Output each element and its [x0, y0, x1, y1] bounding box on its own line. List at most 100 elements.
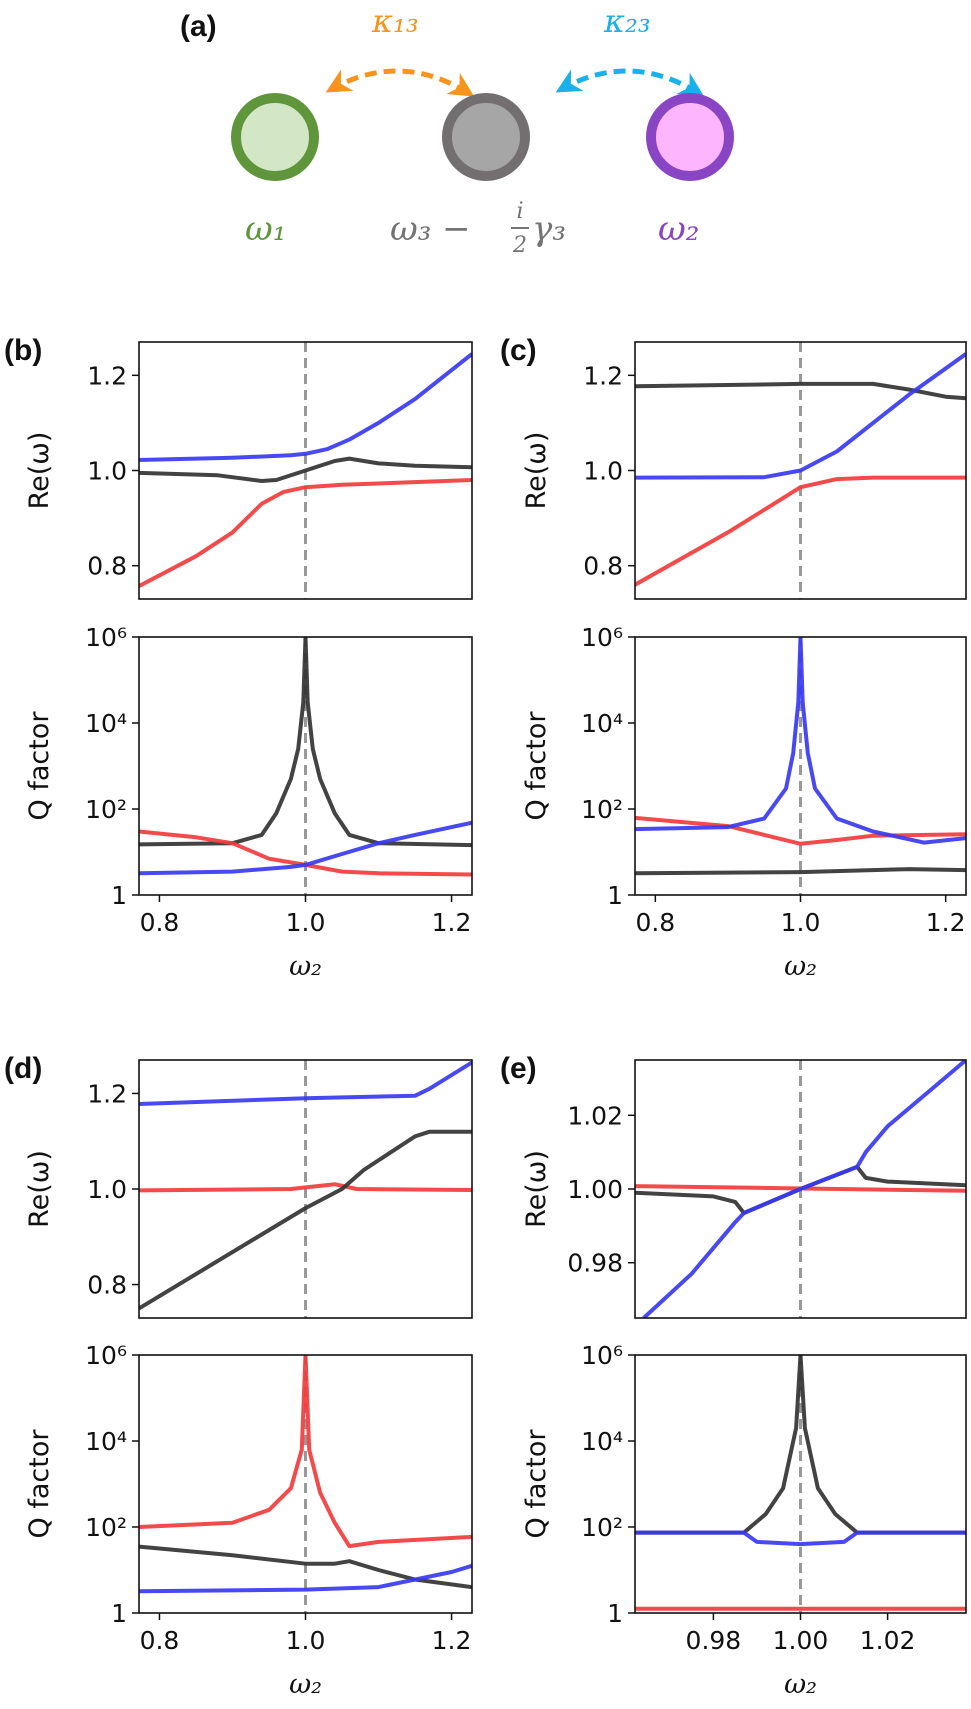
resonator-3-label-main: ω₃ − — [390, 209, 471, 249]
y-axis-label: Q factor — [521, 1429, 552, 1539]
y-tick-label: 1.00 — [567, 1175, 623, 1204]
resonator-3-circle — [442, 93, 530, 181]
panel-label: (e) — [500, 1052, 537, 1085]
x-tick-label: 1.2 — [926, 908, 966, 937]
y-tick-label: 10² — [85, 1513, 127, 1542]
y-tick-label: 1.2 — [87, 361, 127, 390]
series-blue-line — [139, 352, 472, 462]
series-blue-line — [635, 637, 966, 845]
panel-label: (d) — [4, 1052, 42, 1085]
x-tick-label: 0.8 — [140, 908, 180, 937]
x-tick-label: 1.2 — [432, 1626, 472, 1655]
charts: 0.8 1.0 1.2 Re(ω) (b) 1 10² 10⁴ 10⁶ 0.8 1.0 1.2 Q fa… — [4, 334, 967, 1700]
series-blue-line — [635, 352, 966, 480]
y-tick-label: 1 — [607, 1599, 623, 1628]
y-axis-label: Re(ω) — [24, 1150, 55, 1228]
y-axis-label: Re(ω) — [521, 1150, 552, 1228]
x-tick-label: 1.02 — [860, 1626, 916, 1655]
series-black-line — [635, 1355, 966, 1535]
y-tick-label: 10⁶ — [85, 1341, 127, 1370]
x-axis-label: ω₂ — [289, 1669, 322, 1700]
y-tick-label: 1.0 — [87, 457, 127, 486]
series-red-line — [635, 475, 966, 587]
y-axis-label: Q factor — [24, 711, 55, 821]
y-axis-label: Re(ω) — [24, 432, 55, 510]
y-tick-label: 0.8 — [87, 552, 127, 581]
series-blue-line — [139, 1563, 472, 1594]
series-red-line — [139, 478, 472, 588]
resonator-2-circle — [646, 93, 734, 181]
y-tick-label: 10² — [581, 1513, 623, 1542]
series-blue-line — [139, 820, 472, 876]
y-tick-label: 0.98 — [567, 1249, 623, 1278]
y-tick-label: 10² — [85, 795, 127, 824]
series-blue-line — [642, 1060, 966, 1318]
series-blue-line — [139, 1060, 472, 1106]
y-tick-label: 1.0 — [583, 457, 623, 486]
chart-3: 1 10² 10⁴ 10⁶ 0.8 1.0 1.2 Q factor ω₂ — [521, 623, 967, 982]
coupling-13-label: κ₁₃ — [371, 2, 419, 40]
series-red-line — [139, 829, 472, 877]
chart-4: 0.8 1.0 1.2 Re(ω) (d) — [4, 1052, 473, 1319]
resonator-3-label-tail: γ₃ — [532, 209, 566, 249]
y-tick-label: 1.0 — [87, 1175, 127, 1204]
resonator-3-frac-num: i — [516, 199, 523, 224]
resonator-3-label: ω₃ − i 2 γ₃ — [390, 199, 566, 258]
y-tick-label: 10² — [581, 795, 623, 824]
y-tick-label: 10⁴ — [85, 709, 127, 738]
y-tick-label: 1.2 — [87, 1079, 127, 1108]
series-red-line — [139, 1355, 472, 1549]
chart-6: 0.98 1.00 1.02 Re(ω) (e) — [500, 1052, 967, 1319]
series-black-line — [635, 381, 966, 401]
y-tick-label: 0.8 — [87, 1271, 127, 1300]
y-tick-label: 10⁴ — [581, 1427, 623, 1456]
resonator-1-label: ω₁ — [245, 209, 286, 249]
chart-0: 0.8 1.0 1.2 Re(ω) (b) — [4, 334, 473, 600]
chart-7: 1 10² 10⁴ 10⁶ 0.98 1.00 1.02 Q factor ω₂ — [521, 1341, 967, 1700]
series-blue-line — [635, 1530, 966, 1547]
resonator-3-frac-den: 2 — [512, 233, 527, 258]
panel-label-a: (a) — [180, 10, 217, 43]
y-axis-label: Q factor — [521, 711, 552, 821]
y-tick-label: 10⁶ — [85, 623, 127, 652]
y-tick-label: 10⁶ — [581, 1341, 623, 1370]
coupling-13-arrow — [325, 68, 475, 97]
coupling-23-arrow — [555, 68, 705, 97]
chart-1: 1 10² 10⁴ 10⁶ 0.8 1.0 1.2 Q factor ω₂ — [24, 623, 473, 982]
y-tick-label: 0.8 — [583, 552, 623, 581]
coupling-diagram: (a) κ₁₃ κ₂₃ ω₁ ω₂ ω₃ − i 2 γ₃ — [180, 2, 734, 258]
x-axis-label: ω₂ — [289, 951, 322, 982]
x-tick-label: 1.0 — [781, 908, 821, 937]
series-black-line — [139, 456, 472, 483]
x-tick-label: 1.0 — [286, 908, 326, 937]
x-tick-label: 1.2 — [432, 908, 472, 937]
series-black-line — [139, 1129, 472, 1311]
x-tick-label: 0.8 — [635, 908, 675, 937]
x-axis-label: ω₂ — [784, 951, 817, 982]
series-black-line — [139, 637, 472, 848]
chart-5: 1 10² 10⁴ 10⁶ 0.8 1.0 1.2 Q factor ω₂ — [24, 1341, 473, 1700]
y-axis-label: Re(ω) — [521, 432, 552, 510]
x-tick-label: 1.0 — [286, 1626, 326, 1655]
panel-label: (b) — [4, 334, 42, 367]
panel-label: (c) — [500, 334, 537, 367]
x-axis-label: ω₂ — [784, 1669, 817, 1700]
y-tick-label: 1.02 — [567, 1101, 623, 1130]
chart-2: 0.8 1.0 1.2 Re(ω) (c) — [500, 334, 967, 600]
y-tick-label: 1 — [111, 881, 127, 910]
y-tick-label: 10⁴ — [581, 709, 623, 738]
x-tick-label: 0.8 — [140, 1626, 180, 1655]
series-red-line — [139, 1182, 472, 1193]
x-tick-label: 1.00 — [773, 1626, 829, 1655]
y-axis-label: Q factor — [24, 1429, 55, 1539]
series-black-line — [635, 867, 966, 876]
resonator-1-circle — [231, 93, 319, 181]
x-tick-label: 0.98 — [686, 1626, 742, 1655]
coupling-23-label: κ₂₃ — [603, 2, 651, 40]
y-tick-label: 10⁴ — [85, 1427, 127, 1456]
series-black-line — [139, 1544, 472, 1590]
y-tick-label: 10⁶ — [581, 623, 623, 652]
y-tick-label: 1 — [111, 1599, 127, 1628]
resonator-2-label: ω₂ — [658, 209, 699, 249]
